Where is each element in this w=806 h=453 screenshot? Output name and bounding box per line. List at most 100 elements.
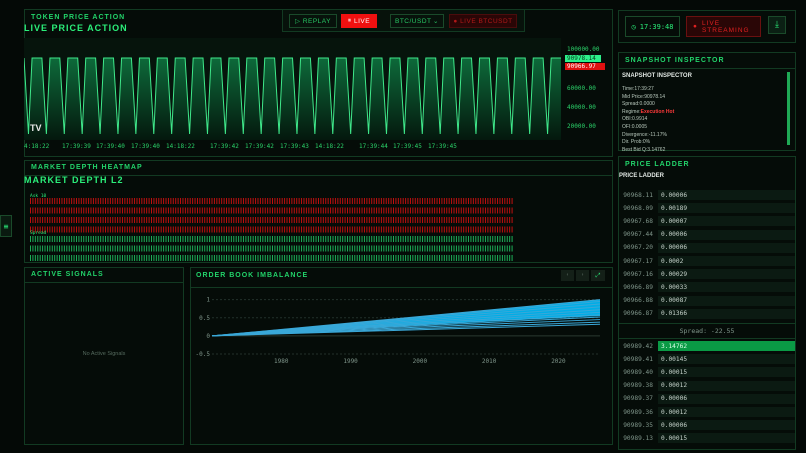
bid-cell [88,236,90,242]
bid-cell [441,236,443,242]
ask-row[interactable]: 90966.89 0.00033 [619,281,795,293]
ask-cell [83,198,85,204]
ask-row[interactable]: 90968.11 0.00006 [619,189,795,201]
ask-cell [279,217,281,223]
expand-icon: ⤢ [595,272,601,279]
ask-cell [51,198,53,204]
ask-cell [211,198,213,204]
bid-cell [453,236,455,242]
ask-cell [276,198,278,204]
ask-cell [264,207,266,214]
ask-cell [347,217,349,223]
bid-cell [371,255,373,261]
ask-cell [163,217,165,223]
ask-cell [344,198,346,204]
bid-cell [259,236,261,242]
ask-cell [361,226,363,233]
ask-cell [405,207,407,214]
bid-cell [325,255,327,261]
bid-cell [136,245,138,252]
ask-cell [73,217,75,223]
bid-row[interactable]: 90989.13 0.00015 [619,432,795,444]
ask-row[interactable]: 90966.87 0.01366 [619,308,795,320]
ask-cell [463,217,465,223]
ask-cell [330,198,332,204]
ask-cell [155,217,157,223]
ask-row[interactable]: 90967.20 0.00006 [619,242,795,254]
bid-row[interactable]: 90989.36 0.00012 [619,406,795,418]
ask-cell [138,226,140,233]
bid-cell [383,236,385,242]
pair-select[interactable]: BTC/USDT ⌄ [390,14,444,28]
bid-row[interactable]: 90989.37 0.00006 [619,393,795,405]
bid-row[interactable]: 90989.40 0.00015 [619,366,795,378]
price-chart[interactable] [24,38,561,140]
expand-button[interactable]: ⤢ [591,270,605,281]
bid-cell [201,236,203,242]
download-button[interactable]: ⤓ [768,16,786,34]
ask-cell [175,226,177,233]
ask-cell [54,198,56,204]
ask-row[interactable]: 90966.88 0.00087 [619,295,795,307]
snapshot-value: 3.14762 [647,146,666,153]
ask-cell [136,207,138,214]
quantity: 0.01366 [658,308,795,319]
bid-cell [242,255,244,261]
bid-row[interactable]: 90989.35 0.00006 [619,419,795,431]
ask-row[interactable]: 90967.17 0.0002 [619,255,795,267]
depth-heatmap[interactable] [30,195,514,261]
ask-cell [472,226,474,233]
sidebar-toggle[interactable]: ≡ [0,215,12,237]
bid-row[interactable]: 90989.41 0.00145 [619,353,795,365]
ask-cell [429,226,431,233]
bid-cell [255,255,257,261]
ask-cell [117,226,119,233]
ask-cell [443,217,445,223]
ask-cell [194,226,196,233]
ask-cell [504,198,506,204]
ask-cell [465,198,467,204]
ask-cell [153,217,155,223]
prev-button[interactable]: ‹ [561,270,574,281]
bid-cell [376,236,378,242]
ask-row[interactable]: 90967.16 0.00029 [619,268,795,280]
bid-cell [281,236,283,242]
bid-cell [245,245,247,252]
bid-cell [499,236,501,242]
ask-row[interactable]: 90967.44 0.00006 [619,229,795,241]
replay-button[interactable]: ▷ REPLAY [289,14,337,28]
ask-cell [141,207,143,214]
ask-cell [310,198,312,204]
ask-cell [68,217,70,223]
ask-cell [257,226,259,233]
bid-cell [92,245,94,252]
bid-row[interactable]: 90989.38 0.00012 [619,380,795,392]
bid-cell [199,245,201,252]
ask-cell [240,217,242,223]
ask-row[interactable]: 90968.09 0.00189 [619,202,795,214]
ask-cell [187,217,189,223]
ask-cell [484,198,486,204]
ask-cell [455,226,457,233]
bid-row[interactable]: 90989.42 3.14762 [619,340,795,352]
ask-cell [422,198,424,204]
bid-cell [63,236,65,242]
ask-cell [388,226,390,233]
scrollbar[interactable] [787,72,790,145]
ask-cell [378,198,380,204]
ask-cell [209,207,211,214]
bid-cell [417,236,419,242]
ask-cell [463,198,465,204]
bid-cell [409,255,411,261]
ask-cell [458,207,460,214]
ask-cell [167,207,169,214]
next-button[interactable]: › [576,270,589,281]
ask-cell [134,207,136,214]
bid-cell [226,236,228,242]
bid-cell [114,245,116,252]
ask-row[interactable]: 90967.68 0.00007 [619,215,795,227]
bid-cell [75,245,77,252]
live-button[interactable]: ⏸ LIVE [341,14,377,28]
bid-cell [393,236,394,242]
